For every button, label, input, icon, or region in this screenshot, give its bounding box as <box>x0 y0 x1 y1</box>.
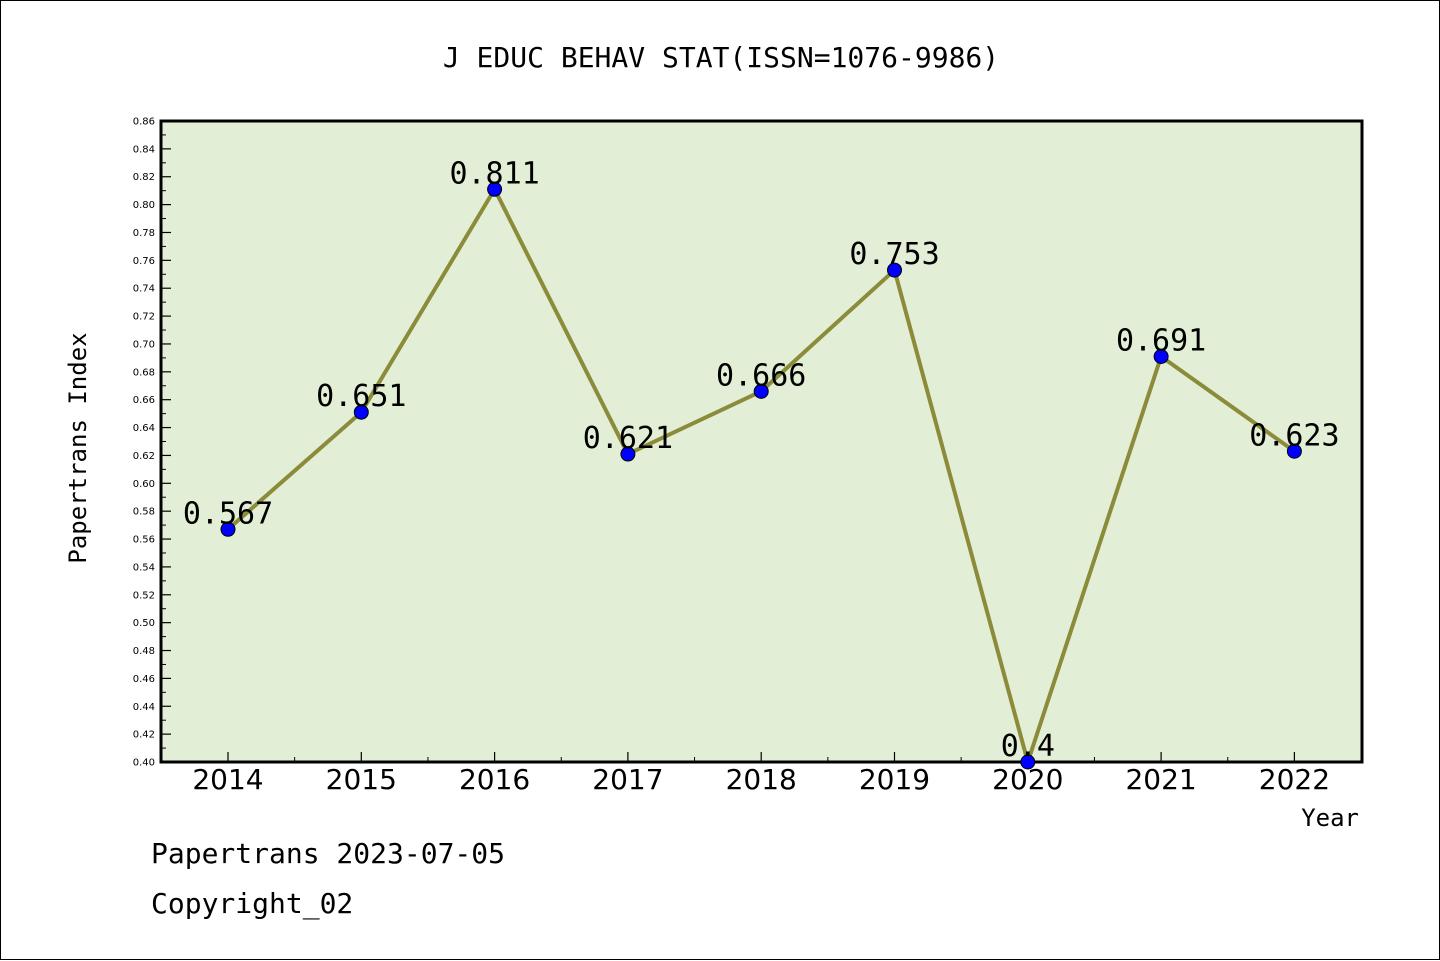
data-labels: 0.567 0.651 0.811 0.621 0.666 0.753 0.4 0.691 0.… <box>183 156 1340 764</box>
y-tick-label: 0.82 <box>133 172 155 183</box>
data-point-2017 <box>620 446 636 462</box>
y-tick-label: 0.52 <box>133 590 155 601</box>
y-tick-label: 0.46 <box>133 674 155 685</box>
x-tick-label: 2017 <box>592 763 663 796</box>
footer-date: Papertrans 2023-07-05 <box>151 837 506 870</box>
y-tick-label: 0.44 <box>133 702 155 713</box>
data-label-2020: 0.4 <box>1001 729 1055 764</box>
y-tick-label: 0.76 <box>133 256 155 267</box>
y-tick-label: 0.78 <box>133 228 155 239</box>
data-point-2022 <box>1286 443 1302 459</box>
data-point-2015 <box>353 404 369 420</box>
y-tick-label: 0.66 <box>133 395 155 406</box>
y-tick-label: 0.80 <box>133 200 155 211</box>
data-point-2019 <box>887 262 902 278</box>
data-label-2022: 0.623 <box>1249 418 1339 453</box>
y-tick-label: 0.64 <box>133 423 155 434</box>
y-tick-label: 0.56 <box>133 535 155 546</box>
y-tick-label: 0.72 <box>133 312 155 323</box>
data-label-2021: 0.691 <box>1116 323 1206 358</box>
y-tick-label: 0.58 <box>133 507 155 518</box>
x-tick-label: 2015 <box>326 763 397 796</box>
footer-copyright: Copyright_02 <box>151 887 354 920</box>
y-tick-label: 0.70 <box>133 339 155 350</box>
plot-area <box>159 119 1364 764</box>
y-tick-label: 0.62 <box>133 451 155 462</box>
y-tick-label: 0.84 <box>133 144 155 155</box>
y-tick-label: 0.48 <box>133 646 155 657</box>
chart-title: J EDUC BEHAV STAT(ISSN=1076-9986) <box>443 41 999 74</box>
y-axis-ticks: 0.40 0.42 0.44 0.46 0.48 0.50 0.52 0.54 0.56 0.58… <box>133 117 171 769</box>
data-label-2019: 0.753 <box>849 237 939 272</box>
y-axis-label: Papertrans Index <box>64 332 92 563</box>
data-label-2016: 0.811 <box>449 156 539 191</box>
data-point-2016 <box>487 181 503 197</box>
data-label-2014: 0.567 <box>183 496 273 531</box>
data-label-2015: 0.651 <box>316 379 406 414</box>
data-point-2018 <box>753 383 769 399</box>
data-point-2020 <box>1020 754 1036 770</box>
x-tick-label: 2021 <box>1125 763 1196 796</box>
y-tick-label: 0.86 <box>133 117 155 128</box>
data-point-2014 <box>220 521 236 537</box>
y-tick-label: 0.50 <box>133 618 155 629</box>
y-tick-label: 0.54 <box>133 562 155 573</box>
x-tick-label: 2022 <box>1259 763 1330 796</box>
data-markers <box>220 181 1302 770</box>
data-point-2021 <box>1153 348 1169 364</box>
data-label-2018: 0.666 <box>716 358 806 393</box>
y-tick-label: 0.40 <box>133 758 155 769</box>
x-tick-label: 2014 <box>192 763 263 796</box>
x-tick-label: 2018 <box>726 763 797 796</box>
data-label-2017: 0.621 <box>583 421 673 456</box>
x-tick-label: 2019 <box>859 763 930 796</box>
y-tick-label: 0.74 <box>133 284 155 295</box>
y-tick-label: 0.60 <box>133 479 155 490</box>
x-axis-label: Year <box>1301 804 1359 832</box>
y-tick-label: 0.68 <box>133 367 155 378</box>
x-tick-label: 2016 <box>459 763 530 796</box>
x-axis-ticks: 2014 2015 2016 2017 2018 2019 2020 2021 2022 <box>192 752 1330 796</box>
y-tick-label: 0.42 <box>133 730 155 741</box>
